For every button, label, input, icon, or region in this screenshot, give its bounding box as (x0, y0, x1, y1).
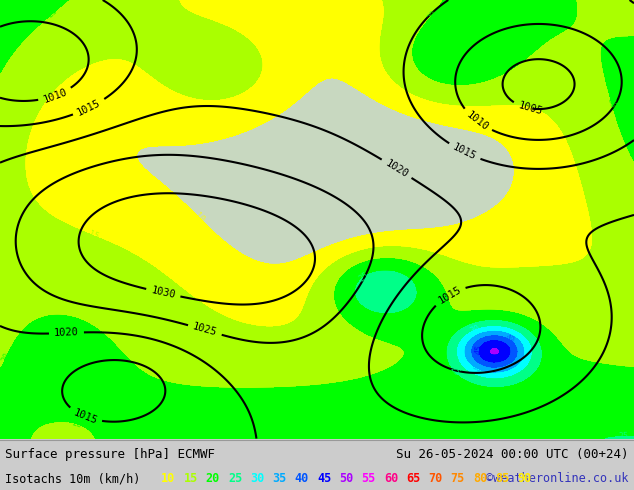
Text: 25: 25 (357, 270, 371, 284)
Text: 20: 20 (71, 418, 84, 430)
Text: ©weatheronline.co.uk: ©weatheronline.co.uk (486, 472, 629, 485)
Text: 20: 20 (206, 472, 220, 485)
Text: 1020: 1020 (384, 158, 410, 179)
Text: Surface pressure [hPa] ECMWF: Surface pressure [hPa] ECMWF (5, 448, 215, 461)
Text: 15: 15 (183, 472, 198, 485)
Text: 50: 50 (339, 472, 354, 485)
Text: 1005: 1005 (517, 100, 543, 117)
Text: 65: 65 (406, 472, 420, 485)
Text: 1015: 1015 (436, 284, 463, 306)
Text: 10: 10 (193, 211, 206, 225)
Text: 20: 20 (606, 97, 618, 109)
Text: 20: 20 (46, 6, 60, 20)
Text: 1015: 1015 (75, 98, 103, 118)
Text: 1020: 1020 (54, 327, 79, 339)
Text: 45: 45 (317, 472, 332, 485)
Text: 55: 55 (361, 472, 376, 485)
Text: 40: 40 (502, 333, 515, 346)
Text: 35: 35 (273, 472, 287, 485)
Text: 25: 25 (448, 365, 462, 378)
Text: 1010: 1010 (464, 109, 490, 132)
Text: 15: 15 (87, 230, 100, 242)
Text: 20: 20 (0, 350, 13, 364)
Text: 80: 80 (473, 472, 487, 485)
Text: 40: 40 (295, 472, 309, 485)
Text: 1015: 1015 (72, 407, 99, 426)
Text: 1010: 1010 (42, 87, 68, 104)
Text: 10: 10 (161, 472, 176, 485)
Text: 85: 85 (495, 472, 510, 485)
Text: 30: 30 (469, 324, 481, 336)
Text: 45: 45 (474, 344, 484, 356)
Text: 25: 25 (618, 432, 628, 441)
Text: 35: 35 (471, 362, 484, 374)
Text: 60: 60 (384, 472, 398, 485)
Text: 90: 90 (517, 472, 532, 485)
Text: 1030: 1030 (150, 285, 176, 300)
Text: 75: 75 (451, 472, 465, 485)
Text: 20: 20 (426, 8, 439, 22)
Text: 1015: 1015 (451, 142, 478, 162)
Text: 70: 70 (429, 472, 443, 485)
Text: 30: 30 (250, 472, 264, 485)
Text: 1025: 1025 (191, 322, 218, 338)
Text: Su 26-05-2024 00:00 UTC (00+24): Su 26-05-2024 00:00 UTC (00+24) (396, 448, 629, 461)
Text: Isotachs 10m (km/h): Isotachs 10m (km/h) (5, 472, 141, 485)
Text: 25: 25 (228, 472, 242, 485)
